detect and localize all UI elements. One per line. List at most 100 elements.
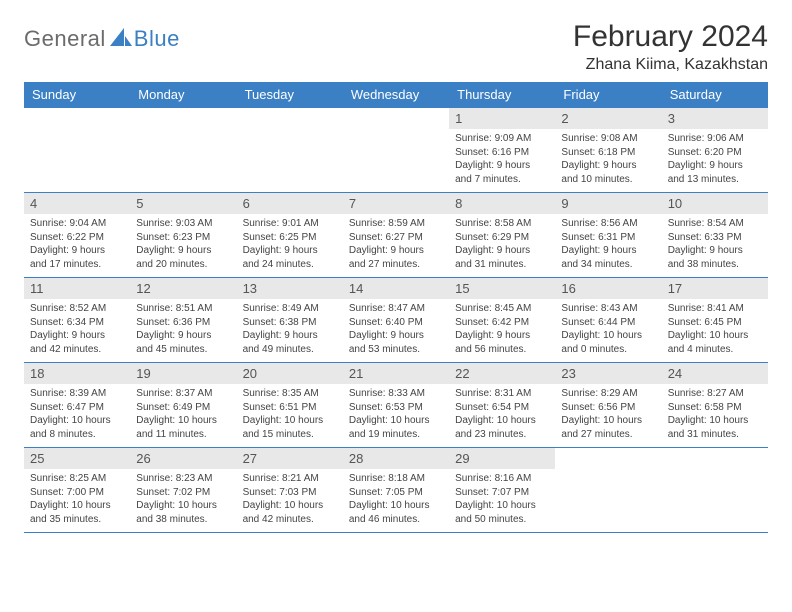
title-month: February 2024 xyxy=(573,20,768,54)
day-details: Sunrise: 8:47 AMSunset: 6:40 PMDaylight:… xyxy=(343,299,449,362)
calendar-week-row: 11Sunrise: 8:52 AMSunset: 6:34 PMDayligh… xyxy=(24,278,768,363)
day-details: Sunrise: 9:08 AMSunset: 6:18 PMDaylight:… xyxy=(555,129,661,192)
day-details: Sunrise: 8:33 AMSunset: 6:53 PMDaylight:… xyxy=(343,384,449,447)
day-details: Sunrise: 8:56 AMSunset: 6:31 PMDaylight:… xyxy=(555,214,661,277)
logo: General Blue xyxy=(24,26,180,52)
calendar-week-row: ........1Sunrise: 9:09 AMSunset: 6:16 PM… xyxy=(24,108,768,193)
calendar-head: SundayMondayTuesdayWednesdayThursdayFrid… xyxy=(24,82,768,108)
calendar-cell: 2Sunrise: 9:08 AMSunset: 6:18 PMDaylight… xyxy=(555,108,661,193)
day-details: Sunrise: 8:39 AMSunset: 6:47 PMDaylight:… xyxy=(24,384,130,447)
title-block: February 2024 Zhana Kiima, Kazakhstan xyxy=(573,20,768,74)
day-number: 23 xyxy=(555,363,661,384)
calendar-cell: 3Sunrise: 9:06 AMSunset: 6:20 PMDaylight… xyxy=(662,108,768,193)
calendar-cell: 20Sunrise: 8:35 AMSunset: 6:51 PMDayligh… xyxy=(237,363,343,448)
day-details: Sunrise: 8:41 AMSunset: 6:45 PMDaylight:… xyxy=(662,299,768,362)
calendar-cell: 5Sunrise: 9:03 AMSunset: 6:23 PMDaylight… xyxy=(130,193,236,278)
calendar-cell: .. xyxy=(24,108,130,193)
calendar-cell: 14Sunrise: 8:47 AMSunset: 6:40 PMDayligh… xyxy=(343,278,449,363)
calendar-cell: 24Sunrise: 8:27 AMSunset: 6:58 PMDayligh… xyxy=(662,363,768,448)
day-number: 28 xyxy=(343,448,449,469)
calendar-cell: 25Sunrise: 8:25 AMSunset: 7:00 PMDayligh… xyxy=(24,448,130,533)
day-number: 9 xyxy=(555,193,661,214)
day-details: Sunrise: 8:59 AMSunset: 6:27 PMDaylight:… xyxy=(343,214,449,277)
day-header: Tuesday xyxy=(237,82,343,108)
day-number: 12 xyxy=(130,278,236,299)
calendar-cell: 29Sunrise: 8:16 AMSunset: 7:07 PMDayligh… xyxy=(449,448,555,533)
calendar-cell: 6Sunrise: 9:01 AMSunset: 6:25 PMDaylight… xyxy=(237,193,343,278)
day-number: 18 xyxy=(24,363,130,384)
day-details: Sunrise: 9:04 AMSunset: 6:22 PMDaylight:… xyxy=(24,214,130,277)
day-header: Friday xyxy=(555,82,661,108)
day-number: 21 xyxy=(343,363,449,384)
day-details: Sunrise: 8:21 AMSunset: 7:03 PMDaylight:… xyxy=(237,469,343,532)
day-number: 15 xyxy=(449,278,555,299)
day-details: Sunrise: 9:09 AMSunset: 6:16 PMDaylight:… xyxy=(449,129,555,192)
day-details: Sunrise: 8:51 AMSunset: 6:36 PMDaylight:… xyxy=(130,299,236,362)
day-details: Sunrise: 8:58 AMSunset: 6:29 PMDaylight:… xyxy=(449,214,555,277)
title-location: Zhana Kiima, Kazakhstan xyxy=(573,56,768,74)
day-details: Sunrise: 8:31 AMSunset: 6:54 PMDaylight:… xyxy=(449,384,555,447)
day-number: 29 xyxy=(449,448,555,469)
day-number: 7 xyxy=(343,193,449,214)
day-details: Sunrise: 8:27 AMSunset: 6:58 PMDaylight:… xyxy=(662,384,768,447)
day-number: 19 xyxy=(130,363,236,384)
calendar-table: SundayMondayTuesdayWednesdayThursdayFrid… xyxy=(24,82,768,533)
day-number: 22 xyxy=(449,363,555,384)
day-number: 10 xyxy=(662,193,768,214)
calendar-week-row: 25Sunrise: 8:25 AMSunset: 7:00 PMDayligh… xyxy=(24,448,768,533)
day-details: Sunrise: 9:06 AMSunset: 6:20 PMDaylight:… xyxy=(662,129,768,192)
calendar-week-row: 4Sunrise: 9:04 AMSunset: 6:22 PMDaylight… xyxy=(24,193,768,278)
calendar-cell: 26Sunrise: 8:23 AMSunset: 7:02 PMDayligh… xyxy=(130,448,236,533)
calendar-cell: 17Sunrise: 8:41 AMSunset: 6:45 PMDayligh… xyxy=(662,278,768,363)
calendar-cell: 22Sunrise: 8:31 AMSunset: 6:54 PMDayligh… xyxy=(449,363,555,448)
day-number: 6 xyxy=(237,193,343,214)
day-number: 4 xyxy=(24,193,130,214)
calendar-cell: 4Sunrise: 9:04 AMSunset: 6:22 PMDaylight… xyxy=(24,193,130,278)
day-number: 13 xyxy=(237,278,343,299)
calendar-cell: 23Sunrise: 8:29 AMSunset: 6:56 PMDayligh… xyxy=(555,363,661,448)
day-number: 14 xyxy=(343,278,449,299)
day-number: 25 xyxy=(24,448,130,469)
day-number: 1 xyxy=(449,108,555,129)
calendar-cell: 27Sunrise: 8:21 AMSunset: 7:03 PMDayligh… xyxy=(237,448,343,533)
day-details: Sunrise: 8:16 AMSunset: 7:07 PMDaylight:… xyxy=(449,469,555,532)
calendar-cell: 13Sunrise: 8:49 AMSunset: 6:38 PMDayligh… xyxy=(237,278,343,363)
day-number: 20 xyxy=(237,363,343,384)
day-header: Saturday xyxy=(662,82,768,108)
day-details: Sunrise: 8:29 AMSunset: 6:56 PMDaylight:… xyxy=(555,384,661,447)
day-details: Sunrise: 8:23 AMSunset: 7:02 PMDaylight:… xyxy=(130,469,236,532)
day-details: Sunrise: 8:52 AMSunset: 6:34 PMDaylight:… xyxy=(24,299,130,362)
logo-text-blue: Blue xyxy=(134,26,180,52)
day-number: 11 xyxy=(24,278,130,299)
day-details: Sunrise: 8:45 AMSunset: 6:42 PMDaylight:… xyxy=(449,299,555,362)
calendar-cell: 18Sunrise: 8:39 AMSunset: 6:47 PMDayligh… xyxy=(24,363,130,448)
day-number: 3 xyxy=(662,108,768,129)
day-number: 16 xyxy=(555,278,661,299)
calendar-week-row: 18Sunrise: 8:39 AMSunset: 6:47 PMDayligh… xyxy=(24,363,768,448)
day-details: Sunrise: 8:54 AMSunset: 6:33 PMDaylight:… xyxy=(662,214,768,277)
calendar-cell: 10Sunrise: 8:54 AMSunset: 6:33 PMDayligh… xyxy=(662,193,768,278)
day-details: Sunrise: 8:49 AMSunset: 6:38 PMDaylight:… xyxy=(237,299,343,362)
header: General Blue February 2024 Zhana Kiima, … xyxy=(24,20,768,74)
day-details: Sunrise: 9:03 AMSunset: 6:23 PMDaylight:… xyxy=(130,214,236,277)
logo-sail-icon xyxy=(110,28,132,51)
calendar-cell: 21Sunrise: 8:33 AMSunset: 6:53 PMDayligh… xyxy=(343,363,449,448)
day-details: Sunrise: 8:35 AMSunset: 6:51 PMDaylight:… xyxy=(237,384,343,447)
calendar-cell: .. xyxy=(237,108,343,193)
day-number: 8 xyxy=(449,193,555,214)
calendar-cell: 1Sunrise: 9:09 AMSunset: 6:16 PMDaylight… xyxy=(449,108,555,193)
calendar-cell: .. xyxy=(555,448,661,533)
calendar-cell: 9Sunrise: 8:56 AMSunset: 6:31 PMDaylight… xyxy=(555,193,661,278)
day-header: Thursday xyxy=(449,82,555,108)
logo-text-general: General xyxy=(24,26,106,52)
day-details: Sunrise: 8:43 AMSunset: 6:44 PMDaylight:… xyxy=(555,299,661,362)
day-details: Sunrise: 8:18 AMSunset: 7:05 PMDaylight:… xyxy=(343,469,449,532)
day-details: Sunrise: 8:25 AMSunset: 7:00 PMDaylight:… xyxy=(24,469,130,532)
calendar-cell: .. xyxy=(662,448,768,533)
day-number: 17 xyxy=(662,278,768,299)
calendar-body: ........ 1Sunrise: 9:09 AMSunset: 6:16 PM… xyxy=(24,108,768,533)
day-header: Wednesday xyxy=(343,82,449,108)
day-number: 5 xyxy=(130,193,236,214)
calendar-cell: 7Sunrise: 8:59 AMSunset: 6:27 PMDaylight… xyxy=(343,193,449,278)
calendar-cell: 8Sunrise: 8:58 AMSunset: 6:29 PMDaylight… xyxy=(449,193,555,278)
